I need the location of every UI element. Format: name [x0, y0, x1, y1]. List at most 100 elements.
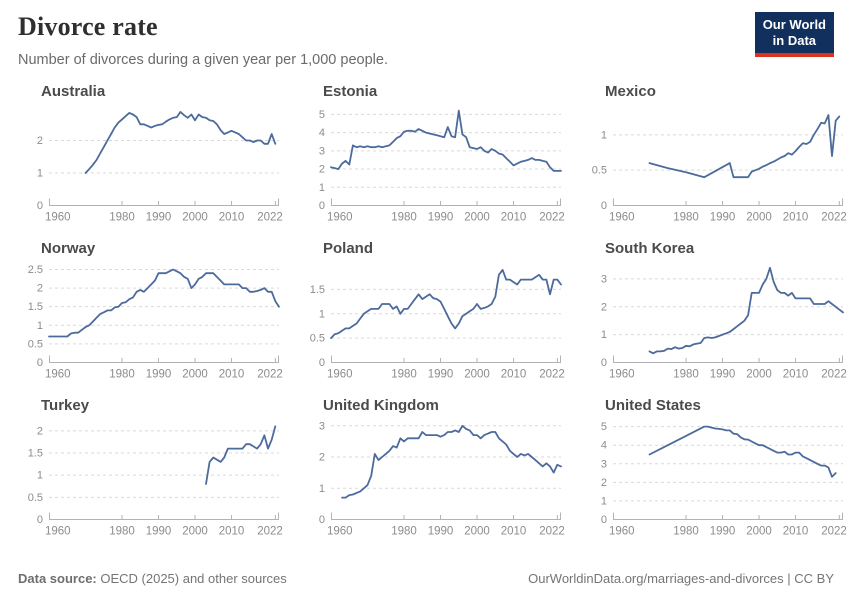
x-tick-label: 1980	[109, 212, 135, 224]
chart-plot-turkey: 0 0.5 1 1.5 2 1960 1980 1990 2000 2010 2022	[28, 425, 283, 538]
y-tick-label: 2.5	[28, 264, 43, 276]
x-tick-label: 1960	[327, 369, 353, 381]
footer-url: OurWorldinData.org/marriages-and-divorce…	[528, 571, 784, 586]
chart-south-korea: South Korea 0 1 2 3 1960 1980 1990 2000 2010 2022	[579, 233, 849, 390]
chart-title-poland: Poland	[323, 240, 374, 257]
chart-plot-poland: 0 0.5 1 1.5 1960 1980 1990 2000 2010 2022	[310, 268, 565, 381]
chart-plot-australia: 0 1 2 1960 1980 1990 2000 2010 2022	[37, 110, 283, 224]
x-tick-label: 2022	[821, 212, 847, 224]
y-tick-label: 0.5	[310, 333, 325, 345]
x-tick-label: 2022	[539, 526, 565, 538]
x-tick-label: 1990	[146, 526, 172, 538]
data-line-norway	[48, 268, 280, 338]
y-tick-label: 1	[319, 483, 325, 495]
y-tick-label: 0	[37, 514, 43, 526]
x-tick-label: 1990	[428, 526, 454, 538]
data-source-label: Data source:	[18, 571, 97, 586]
x-tick-label: 2000	[464, 526, 490, 538]
chart-plot-united-kingdom: 0 1 2 3 1960 1980 1990 2000 2010 2022	[319, 420, 565, 538]
x-tick-label: 1980	[391, 369, 417, 381]
x-tick-label: 2010	[219, 212, 245, 224]
x-tick-label: 1980	[391, 212, 417, 224]
y-tick-label: 3	[601, 273, 607, 285]
y-tick-label: 1.5	[310, 284, 325, 296]
y-tick-label: 0.5	[28, 492, 43, 504]
x-tick-label: 1960	[609, 212, 635, 224]
chart-united-kingdom: United Kingdom 0 1 2 3 1960 1980 1990 2000 2010 20…	[297, 390, 567, 547]
x-tick-label: 2010	[219, 526, 245, 538]
chart-title-norway: Norway	[41, 240, 96, 257]
y-tick-label: 0	[319, 200, 325, 212]
header: Divorce rate Number of divorces during a…	[0, 0, 850, 68]
x-tick-label: 2000	[746, 369, 772, 381]
x-tick-label: 2000	[182, 369, 208, 381]
y-tick-label: 0	[319, 514, 325, 526]
y-tick-label: 1.5	[28, 448, 43, 460]
y-tick-label: 2	[37, 135, 43, 147]
x-tick-label: 1990	[428, 212, 454, 224]
x-tick-label: 1990	[146, 212, 172, 224]
chart-title-united-states: United States	[605, 397, 701, 414]
data-line-united-kingdom	[341, 424, 562, 499]
chart-title-australia: Australia	[41, 83, 106, 100]
y-tick-label: 1	[37, 470, 43, 482]
y-tick-label: 3	[319, 145, 325, 157]
y-tick-label: 0	[601, 357, 607, 369]
x-tick-label: 2022	[257, 212, 283, 224]
x-tick-label: 2022	[821, 526, 847, 538]
chart-title-estonia: Estonia	[323, 83, 378, 100]
chart-title-united-kingdom: United Kingdom	[323, 397, 439, 414]
y-tick-label: 2	[37, 283, 43, 295]
data-line-australia	[84, 110, 277, 174]
y-tick-label: 5	[319, 109, 325, 121]
x-tick-label: 1980	[109, 369, 135, 381]
data-line-turkey	[205, 425, 277, 485]
x-tick-label: 2000	[182, 212, 208, 224]
x-tick-label: 2022	[539, 212, 565, 224]
y-tick-label: 3	[601, 458, 607, 470]
chart-australia: Australia 0 1 2 1960 1980 1990 2000 2010 2022	[15, 76, 285, 233]
x-tick-label: 1960	[609, 526, 635, 538]
x-tick-label: 2000	[746, 526, 772, 538]
chart-title-mexico: Mexico	[605, 83, 656, 100]
x-tick-label: 2000	[182, 526, 208, 538]
x-tick-label: 1960	[45, 526, 71, 538]
chart-plot-south-korea: 0 1 2 3 1960 1980 1990 2000 2010 2022	[601, 266, 847, 381]
y-tick-label: 1.5	[28, 301, 43, 313]
x-tick-label: 2022	[257, 369, 283, 381]
y-tick-label: 0	[37, 357, 43, 369]
y-tick-label: 1	[319, 182, 325, 194]
y-tick-label: 0.5	[592, 165, 607, 177]
page-title: Divorce rate	[18, 12, 158, 41]
x-tick-label: 2010	[219, 369, 245, 381]
chart-plot-estonia: 0 1 2 3 4 5 1960 1980 1990 2000 2010 2022	[319, 109, 565, 224]
y-tick-label: 2	[319, 452, 325, 464]
x-tick-label: 1980	[673, 526, 699, 538]
x-tick-label: 1980	[673, 212, 699, 224]
y-tick-label: 5	[601, 421, 607, 433]
y-tick-label: 4	[319, 127, 325, 139]
chart-title-south-korea: South Korea	[605, 240, 695, 257]
data-line-south-korea	[648, 266, 844, 355]
chart-plot-united-states: 0 1 2 3 4 5 1960 1980 1990 2000 2010 2022	[601, 421, 847, 538]
x-tick-label: 2000	[746, 212, 772, 224]
x-tick-label: 1960	[327, 212, 353, 224]
x-tick-label: 1990	[710, 526, 736, 538]
footer: Data source: OECD (2025) and other sourc…	[0, 571, 850, 586]
chart-estonia: Estonia 0 1 2 3 4 5 1960 1980 1990 2000 2010 2022	[297, 76, 567, 233]
x-tick-label: 1960	[45, 212, 71, 224]
chart-turkey: Turkey 0 0.5 1 1.5 2 1960 1980 1990 2000 2010 2022	[15, 390, 285, 547]
x-tick-label: 1980	[109, 526, 135, 538]
x-tick-label: 1960	[45, 369, 71, 381]
data-source-text: OECD (2025) and other sources	[96, 571, 287, 586]
y-tick-label: 0	[319, 357, 325, 369]
chart-mexico: Mexico 0 0.5 1 1960 1980 1990 2000 2010 2022	[579, 76, 849, 233]
y-tick-label: 2	[601, 477, 607, 489]
y-tick-label: 4	[601, 440, 607, 452]
y-tick-label: 1	[601, 329, 607, 341]
x-tick-label: 1990	[428, 369, 454, 381]
header-text: Divorce rate Number of divorces during a…	[18, 12, 388, 68]
chart-poland: Poland 0 0.5 1 1.5 1960 1980 1990 2000 2010 2022	[297, 233, 567, 390]
x-tick-label: 1990	[146, 369, 172, 381]
y-tick-label: 3	[319, 420, 325, 432]
